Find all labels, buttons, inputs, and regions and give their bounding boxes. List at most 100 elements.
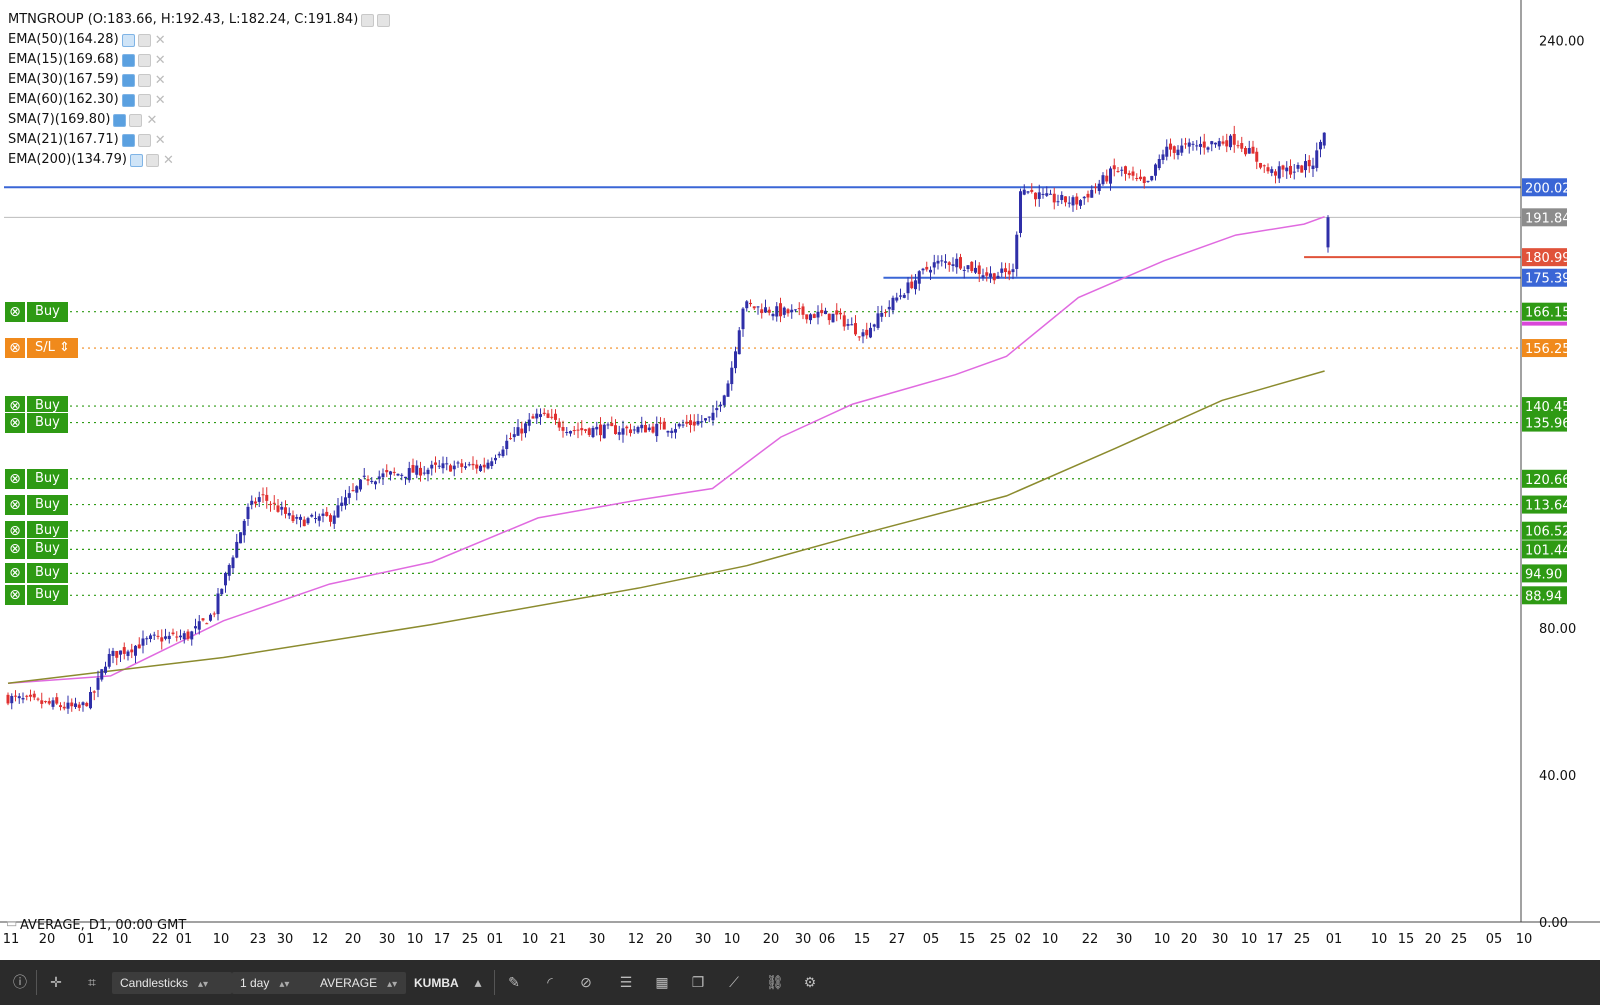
symbol-visibility-icon[interactable] — [361, 13, 375, 27]
candle-body — [1304, 161, 1307, 171]
close-order-icon[interactable]: ⊗ — [4, 411, 26, 434]
price-axis[interactable]: 240.00 80.00 40.00 0.00 200.02 191.84 180.99 17… — [1522, 34, 1585, 931]
indicator-label: EMA(30) — [8, 72, 64, 87]
list-icon[interactable]: ☰ — [619, 974, 633, 990]
timeframe-select[interactable]: 1 day ▴▾ — [232, 972, 324, 994]
candle-body — [640, 424, 644, 429]
eye-off-icon[interactable]: ⊘ — [580, 974, 592, 990]
eye-icon[interactable] — [113, 113, 127, 127]
time-axis[interactable]: 11 20 01 10 22 01 10 23 30 12 20 30 10 17 25 01 10 21 30 12… — [3, 932, 1533, 960]
ohlc-open-prefix: (O: — [83, 12, 108, 27]
candle-body — [527, 419, 531, 426]
candle-body — [580, 428, 584, 431]
candle-body — [325, 511, 329, 516]
buy-order[interactable]: ⊗ Buy — [4, 467, 69, 490]
time-tick-label: 01 — [1326, 932, 1343, 947]
pencil-icon[interactable]: ✎ — [508, 974, 520, 990]
line-chart-icon[interactable]: ⟋ — [729, 974, 739, 990]
gear-icon[interactable]: ⚙ — [803, 974, 817, 990]
grid-icon[interactable]: ▦ — [655, 974, 669, 990]
stop-loss-order[interactable]: ⊗ S/L ⇕ — [4, 337, 79, 360]
eye-icon[interactable] — [129, 153, 143, 167]
buy-order[interactable]: ⊗ Buy — [4, 300, 69, 323]
candle-body — [261, 494, 265, 496]
link-icon[interactable]: ⛓ — [766, 974, 784, 990]
time-tick-label: 30 — [1116, 932, 1133, 947]
gear-icon[interactable] — [137, 73, 151, 87]
close-icon[interactable]: ✕ — [154, 132, 166, 148]
magnet-icon[interactable]: ◜ — [547, 974, 553, 990]
info-icon[interactable]: ⓘ — [13, 974, 27, 990]
gear-icon[interactable] — [137, 93, 151, 107]
bottom-toolbar: ⓘ ✛ ⌗ Candlesticks ▴▾ 1 day ▴▾ AVERAGE ▴▾ K… — [0, 960, 1600, 1005]
order-type-label[interactable]: S/L ⇕ — [26, 337, 79, 360]
crop-icon[interactable]: ⌗ — [88, 974, 96, 990]
order-type-label[interactable]: Buy — [26, 584, 69, 607]
gear-icon[interactable] — [145, 153, 159, 167]
candle-body — [1079, 200, 1082, 206]
gear-icon[interactable] — [137, 133, 151, 147]
candle-body — [584, 429, 587, 431]
candle-body — [730, 367, 734, 385]
crosshair-icon[interactable]: ✛ — [50, 974, 62, 990]
triangle-up-icon[interactable]: ▴ — [474, 974, 482, 990]
close-icon[interactable]: ✕ — [154, 72, 166, 88]
candle-body — [1105, 175, 1109, 182]
eye-icon[interactable] — [121, 133, 135, 147]
close-order-icon[interactable]: ⊗ — [4, 584, 26, 607]
order-type-label[interactable]: Buy — [26, 467, 69, 490]
eye-icon[interactable] — [121, 53, 135, 67]
time-tick-label: 25 — [990, 932, 1007, 947]
candle-body — [1015, 234, 1019, 269]
month-label: Mar — [178, 959, 203, 960]
order-type-label[interactable]: Buy — [26, 562, 69, 585]
close-order-icon[interactable]: ⊗ — [4, 493, 26, 516]
candle-body — [707, 416, 711, 418]
order-type-label[interactable]: Buy — [26, 538, 69, 561]
close-icon[interactable]: ✕ — [154, 52, 166, 68]
close-icon[interactable]: ✕ — [154, 92, 166, 108]
gear-icon[interactable] — [137, 33, 151, 47]
close-order-icon[interactable]: ⊗ — [4, 337, 26, 360]
eye-icon[interactable] — [121, 93, 135, 107]
order-type-label[interactable]: Buy — [26, 493, 69, 516]
copy-icon[interactable]: ❐ — [691, 974, 705, 990]
order-type-label[interactable]: Buy — [26, 300, 69, 323]
close-order-icon[interactable]: ⊗ — [4, 562, 26, 585]
eye-icon[interactable] — [121, 73, 135, 87]
indicator-select[interactable]: AVERAGE ▴▾ — [312, 972, 406, 994]
buy-order[interactable]: ⊗ Buy — [4, 562, 69, 585]
buy-order[interactable]: ⊗ Buy — [4, 411, 69, 434]
gear-icon[interactable] — [129, 113, 143, 127]
buy-order[interactable]: ⊗ Buy — [4, 538, 69, 561]
month-label: Feb — [1345, 959, 1368, 960]
chart-type-select[interactable]: Candlesticks ▴▾ — [112, 972, 232, 994]
symbol-settings-icon[interactable] — [377, 13, 391, 27]
price-level-tag — [1522, 178, 1567, 197]
close-order-icon[interactable]: ⊗ — [4, 467, 26, 490]
buy-order[interactable]: ⊗ Buy — [4, 493, 69, 516]
ma-value-tag — [1522, 321, 1567, 326]
gear-icon[interactable] — [137, 53, 151, 67]
candle-body — [284, 507, 287, 514]
candle-body — [156, 635, 160, 637]
candle-body — [89, 692, 92, 709]
close-order-icon[interactable]: ⊗ — [4, 538, 26, 561]
candle-body — [306, 518, 310, 524]
time-tick-label: 22 — [152, 932, 169, 947]
eye-icon[interactable] — [121, 33, 135, 47]
price-chart[interactable]: 240.00 80.00 40.00 0.00 200.02 191.84 180.99 17… — [0, 0, 1600, 960]
candle-body — [700, 421, 704, 423]
candle-body — [366, 479, 370, 481]
symbol-button[interactable]: KUMBA — [414, 972, 459, 994]
candle-body — [482, 464, 486, 468]
candle-body — [839, 312, 842, 315]
close-order-icon[interactable]: ⊗ — [4, 300, 26, 323]
buy-order[interactable]: ⊗ Buy — [4, 584, 69, 607]
close-icon[interactable]: ✕ — [146, 112, 158, 128]
close-icon[interactable]: ✕ — [154, 32, 166, 48]
buy-order[interactable]: ⊗ Buy — [4, 519, 69, 542]
horizontal-lines-layer — [4, 186, 1521, 596]
close-icon[interactable]: ✕ — [162, 152, 174, 168]
order-type-label[interactable]: Buy — [26, 411, 69, 434]
